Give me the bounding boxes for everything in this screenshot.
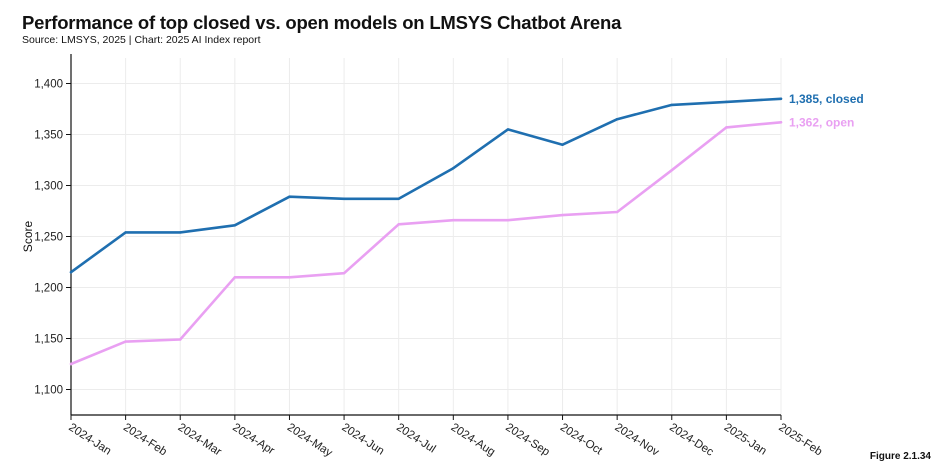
data-point-closed [725,100,728,104]
data-point-closed [179,231,182,234]
x-tick-label: 2024-Jul [394,421,438,455]
x-tick-label: 2024-Dec [667,421,716,458]
data-point-open [397,223,400,226]
axes [70,54,781,416]
series-line-closed [69,97,783,274]
data-point-open [342,272,346,275]
series-line-open [69,121,783,366]
y-tick-label: 1,100 [34,385,63,397]
y-tick-label: 1,350 [34,130,63,142]
data-point-open [615,210,619,214]
y-tick-label: 1,250 [34,232,63,244]
series [69,97,783,366]
data-point-closed [670,103,673,107]
chart-source: Source: LMSYS, 2025 | Chart: 2025 AI Ind… [22,34,261,46]
x-tick-label: 2024-Nov [613,421,662,458]
y-tick-label: 1,400 [34,79,63,91]
data-point-closed [288,195,291,198]
data-point-open [506,218,510,222]
y-tick-label: 1,200 [34,283,63,295]
data-point-open [288,276,291,279]
x-tick-label: 2025-Feb [776,421,824,458]
x-tick-label: 2024-Oct [558,421,605,457]
data-point-closed [561,143,564,146]
data-point-closed [69,271,73,274]
data-point-closed [506,128,510,131]
x-tick-label: 2024-Sep [503,421,551,458]
x-tick-label: 2024-Mar [176,421,224,458]
data-point-closed [124,231,127,234]
data-point-closed [342,197,346,200]
x-tick-label: 2024-Apr [230,421,276,457]
end-label-open: 1,362, open [789,115,854,129]
x-axis-ticks: 2024-Jan 2024-Feb 2024-Mar 2024-Apr 2024-May… [66,415,824,460]
data-point-closed [397,197,400,200]
y-axis-ticks: 1,100 1,150 1,200 1,250 1,300 1,350 1,400 [34,79,71,397]
data-point-closed [452,166,455,170]
chart-title: Performance of top closed vs. open model… [22,12,622,33]
data-point-open [233,276,237,279]
x-tick-label: 2024-Aug [449,421,497,458]
data-point-open [561,213,564,217]
x-tick-label: 2025-Jan [722,421,769,457]
end-label-closed: 1,385, closed [789,92,864,106]
data-point-open [725,126,728,129]
x-tick-label: 2024-Jun [339,421,386,457]
data-point-open [452,218,455,222]
y-tick-label: 1,300 [34,181,63,193]
x-tick-label: 2024-Jan [66,421,113,457]
data-point-open [179,338,182,341]
data-point-open [69,362,73,366]
y-axis-title: Score [21,221,35,253]
data-point-open [779,121,783,124]
grid [70,58,782,415]
y-tick-label: 1,150 [34,334,63,346]
data-point-closed [233,224,237,227]
data-point-closed [615,118,619,121]
x-tick-label: 2024-May [285,421,335,459]
x-tick-label: 2024-Feb [121,421,169,458]
end-labels: 1,385, closed 1,362, open [789,92,864,129]
data-point-open [124,340,127,343]
figure-number: Figure 2.1.34 [869,451,931,462]
data-point-closed [779,97,783,101]
data-point-open [670,169,673,172]
